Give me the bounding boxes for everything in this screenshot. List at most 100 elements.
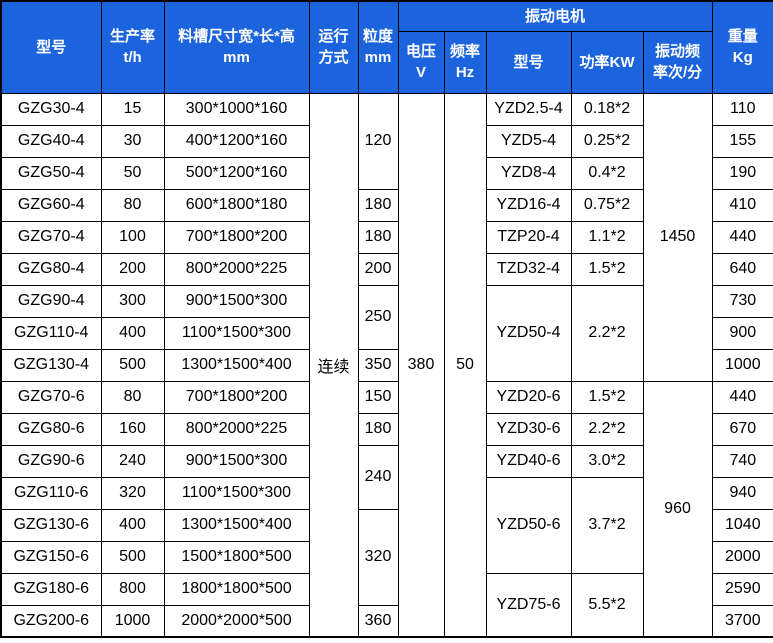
cell-motor-model: YZD2.5-4 <box>485 92 572 126</box>
table-row: GZG90-6 240 900*1500*300 240 YZD40-6 3.0… <box>0 444 773 510</box>
cell-model: GZG60-4 <box>0 188 102 222</box>
cell-rate: 15 <box>100 92 165 126</box>
cell-model: GZG150-6 <box>0 540 102 574</box>
cell-rate: 400 <box>100 508 165 542</box>
cell-rate: 500 <box>100 348 165 382</box>
cell-weight: 900 <box>711 316 773 350</box>
cell-weight: 3700 <box>711 604 773 638</box>
cell-motor-power: 0.75*2 <box>570 188 644 222</box>
cell-weight: 440 <box>711 380 773 414</box>
header-voltage: 电压 V <box>397 30 445 94</box>
cell-trough: 900*1500*300 <box>163 444 310 478</box>
cell-motor-power: 0.18*2 <box>570 92 644 126</box>
cell-model: GZG40-4 <box>0 124 102 158</box>
cell-motor-model: YZD8-4 <box>485 156 572 190</box>
cell-motor-model: YZD16-4 <box>485 188 572 222</box>
cell-particle-size: 180 <box>357 188 399 222</box>
cell-weight: 155 <box>711 124 773 158</box>
cell-weight: 440 <box>711 220 773 254</box>
cell-rate: 300 <box>100 284 165 318</box>
cell-motor-power: 0.4*2 <box>570 156 644 190</box>
table-row: GZG70-4 100 700*1800*200 180 TZP20-4 1.1… <box>0 220 773 254</box>
table-row: GZG130-4 500 1300*1500*400 350 1000 <box>0 348 773 382</box>
cell-weight: 2000 <box>711 540 773 574</box>
cell-model: GZG90-4 <box>0 284 102 318</box>
cell-motor-power: 2.2*2 <box>570 412 644 446</box>
cell-model: GZG130-6 <box>0 508 102 542</box>
cell-particle-size: 320 <box>357 508 399 606</box>
cell-trough: 900*1500*300 <box>163 284 310 318</box>
header-row-sub: 电压 V 频率 Hz 型号 功率KW 振动频 率次/分 <box>1 30 773 94</box>
cell-rate: 200 <box>100 252 165 286</box>
cell-motor-model: YZD30-6 <box>485 412 572 446</box>
cell-model: GZG110-6 <box>0 476 102 510</box>
cell-motor-power: 2.2*2 <box>570 284 644 382</box>
cell-model: GZG200-6 <box>0 604 102 638</box>
cell-rate: 800 <box>100 572 165 606</box>
cell-frequency: 50 <box>443 92 487 638</box>
table-row: GZG180-6 800 1800*1800*500 YZD75-6 5.5*2… <box>0 572 773 638</box>
cell-particle-size: 120 <box>357 92 399 190</box>
cell-rate: 240 <box>100 444 165 478</box>
table-body: GZG30-4 15 300*1000*160 连续 120 380 50 YZ… <box>0 92 773 638</box>
cell-weight: 110 <box>711 92 773 126</box>
cell-weight: 730 <box>711 284 773 318</box>
cell-motor-power: 3.7*2 <box>570 476 644 574</box>
cell-model: GZG90-6 <box>0 444 102 478</box>
cell-weight: 1000 <box>711 348 773 382</box>
table-row: GZG80-4 200 800*2000*225 200 TZD32-4 1.5… <box>0 252 773 286</box>
cell-voltage: 380 <box>397 92 445 638</box>
cell-vibration-frequency: 1450 <box>642 92 713 382</box>
cell-model: GZG130-4 <box>0 348 102 382</box>
cell-motor-power: 5.5*2 <box>570 572 644 638</box>
cell-model: GZG80-4 <box>0 252 102 286</box>
cell-particle-size: 150 <box>357 380 399 414</box>
cell-trough: 800*2000*225 <box>163 252 310 286</box>
cell-motor-model: TZP20-4 <box>485 220 572 254</box>
table-row: GZG200-6 1000 2000*2000*500 360 3700 <box>0 604 773 638</box>
cell-motor-power: 3.0*2 <box>570 444 644 478</box>
cell-trough: 1100*1500*300 <box>163 316 310 350</box>
cell-trough: 800*2000*225 <box>163 412 310 446</box>
cell-vibration-frequency: 960 <box>642 380 713 638</box>
cell-weight: 190 <box>711 156 773 190</box>
cell-trough: 700*1800*200 <box>163 220 310 254</box>
cell-motor-power: 1.5*2 <box>570 380 644 414</box>
cell-particle-size: 360 <box>357 604 399 638</box>
cell-trough: 400*1200*160 <box>163 124 310 158</box>
header-vibration-motor-group: 振动电机 <box>397 0 713 32</box>
header-row-group: 型号 生产率 t/h 料槽尺寸宽*长*高 mm 运行 方式 粒度 mm 振动电机… <box>0 0 773 94</box>
cell-rate: 500 <box>100 540 165 574</box>
cell-model: GZG70-6 <box>0 380 102 414</box>
cell-rate: 30 <box>100 124 165 158</box>
cell-motor-model: YZD50-4 <box>485 284 572 382</box>
cell-rate: 100 <box>100 220 165 254</box>
cell-model: GZG30-4 <box>0 92 102 126</box>
cell-motor-model: TZD32-4 <box>485 252 572 286</box>
cell-rate: 80 <box>100 380 165 414</box>
cell-weight: 1040 <box>711 508 773 542</box>
cell-particle-size: 240 <box>357 444 399 510</box>
cell-trough: 1300*1500*400 <box>163 508 310 542</box>
cell-trough: 1100*1500*300 <box>163 476 310 510</box>
cell-weight: 410 <box>711 188 773 222</box>
cell-operation-mode: 连续 <box>308 92 359 638</box>
header-production-rate: 生产率 t/h <box>100 0 165 94</box>
cell-model: GZG180-6 <box>0 572 102 606</box>
table-row: GZG150-6 500 1500*1800*500 2000 <box>0 540 773 574</box>
cell-particle-size: 180 <box>357 220 399 254</box>
cell-weight: 640 <box>711 252 773 286</box>
cell-motor-power: 0.25*2 <box>570 124 644 158</box>
table-row: GZG70-6 80 700*1800*200 150 YZD20-6 1.5*… <box>0 380 773 638</box>
cell-trough: 500*1200*160 <box>163 156 310 190</box>
header-trough-size: 料槽尺寸宽*长*高 mm <box>163 0 310 94</box>
cell-model: GZG50-4 <box>0 156 102 190</box>
cell-motor-model: YZD40-6 <box>485 444 572 478</box>
cell-rate: 320 <box>100 476 165 510</box>
cell-weight: 670 <box>711 412 773 446</box>
cell-weight: 2590 <box>711 572 773 606</box>
header-vibration-frequency: 振动频 率次/分 <box>642 30 713 94</box>
cell-motor-model: YZD5-4 <box>485 124 572 158</box>
